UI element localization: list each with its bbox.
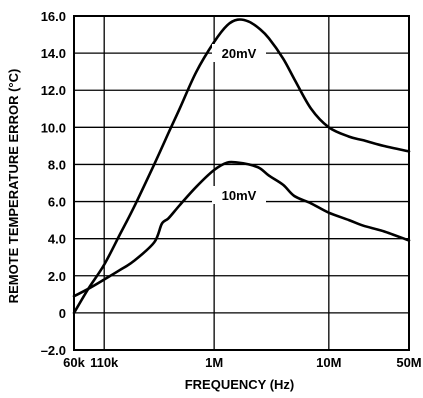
plot-frame (73, 15, 410, 351)
x-tick-label: 60k (63, 355, 85, 370)
grid-lines (74, 16, 409, 350)
y-tick-label: 16.0 (41, 9, 66, 24)
x-tick-label: 110k (90, 355, 119, 370)
series-line-10mV (72, 160, 411, 298)
x-axis-title: FREQUENCY (Hz) (185, 377, 295, 392)
x-tick-labels: 60k 110k 1M 10M 50M (63, 355, 422, 370)
y-tick-label: 2.0 (48, 269, 66, 284)
series-label-bg (212, 44, 266, 62)
y-axis-title: REMOTE TEMPERATURE ERROR (°C) (6, 69, 21, 304)
series-labels: 20mV 10mV (212, 44, 266, 204)
x-tick-label: 1M (205, 355, 223, 370)
series-label-text: 10mV (222, 188, 257, 203)
y-tick-labels: –2.0 0 2.0 4.0 6.0 8.0 10.0 12.0 14.0 16.0 (41, 9, 66, 358)
y-tick-label: –2.0 (41, 343, 66, 358)
x-tick-label: 50M (396, 355, 421, 370)
series-label-text: 20mV (222, 46, 257, 61)
series-label-bg (212, 186, 266, 204)
y-tick-label: 12.0 (41, 83, 66, 98)
series-lines (72, 18, 411, 315)
y-tick-label: 10.0 (41, 120, 66, 135)
series-line-20mV (72, 18, 411, 315)
y-tick-label: 0 (59, 306, 66, 321)
y-tick-label: 4.0 (48, 232, 66, 247)
series-label-20mV: 20mV (212, 44, 266, 62)
y-tick-label: 6.0 (48, 195, 66, 210)
y-tick-label: 8.0 (48, 157, 66, 172)
y-tick-label: 14.0 (41, 46, 66, 61)
x-tick-label: 10M (316, 355, 341, 370)
series-label-10mV: 10mV (212, 186, 266, 204)
